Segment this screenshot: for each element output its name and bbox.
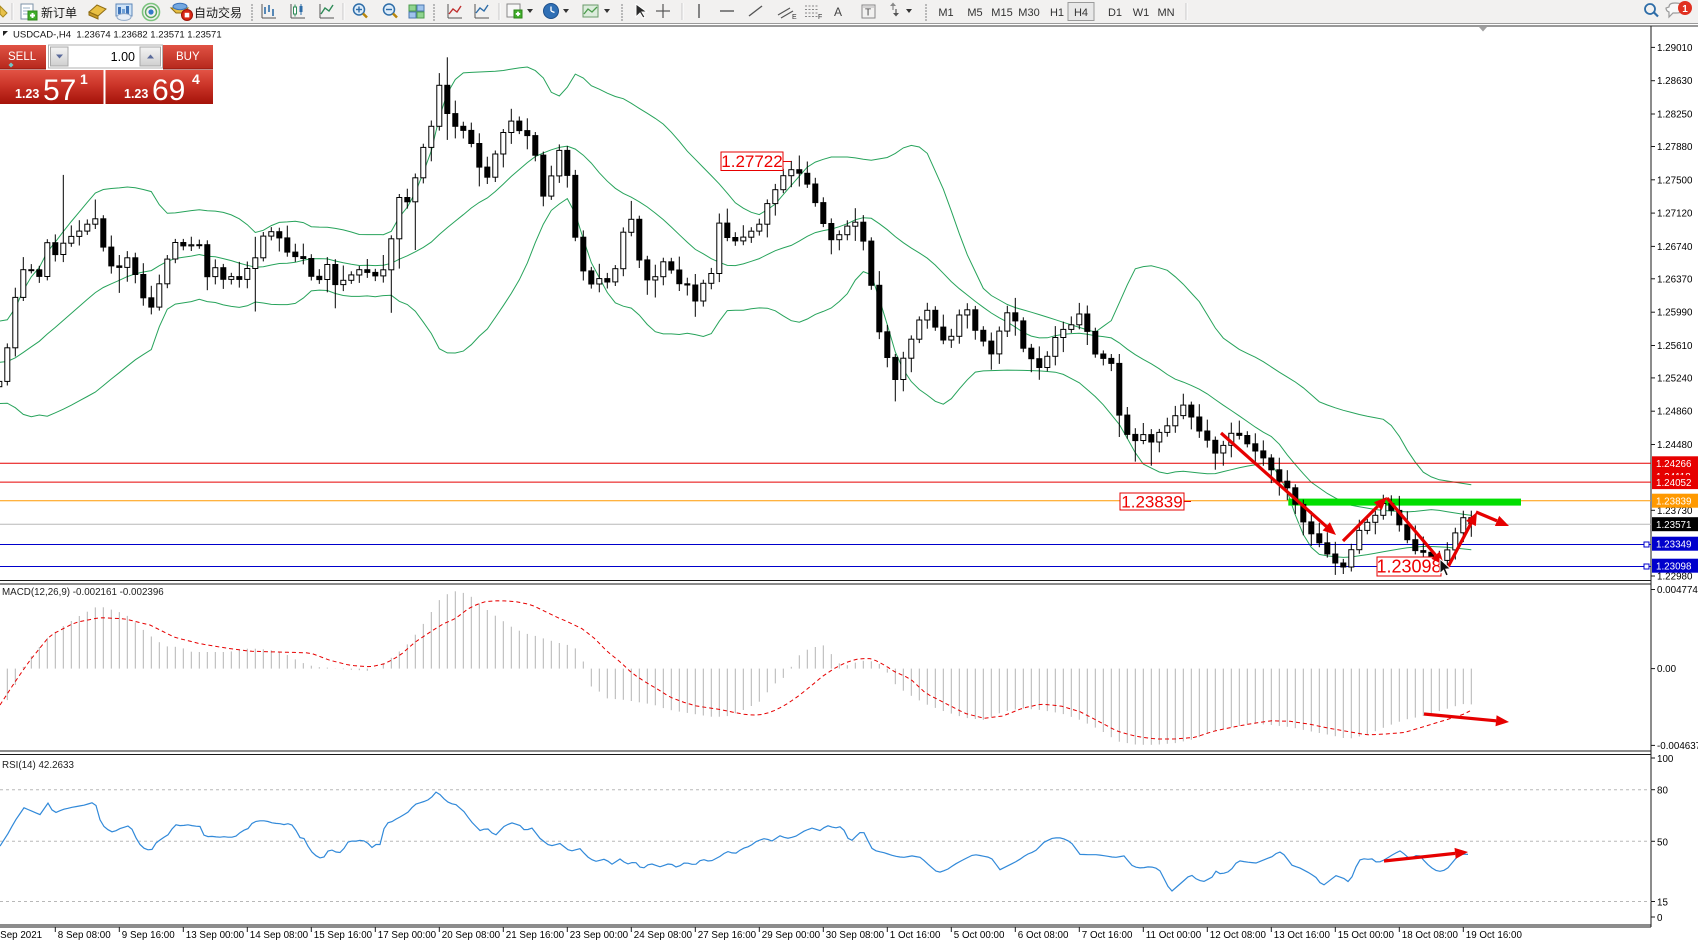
svg-text:1.24860: 1.24860 bbox=[1657, 407, 1693, 418]
svg-text:1.23098: 1.23098 bbox=[1656, 562, 1692, 573]
svg-text:MN: MN bbox=[1157, 7, 1174, 19]
svg-text:14 Sep 08:00: 14 Sep 08:00 bbox=[250, 930, 309, 941]
svg-text:1: 1 bbox=[80, 71, 88, 87]
svg-text:6 Oct 08:00: 6 Oct 08:00 bbox=[1018, 930, 1069, 941]
svg-text:D1: D1 bbox=[1108, 7, 1122, 19]
svg-text:7 Sep 2021: 7 Sep 2021 bbox=[0, 930, 42, 941]
svg-text:1.26740: 1.26740 bbox=[1657, 242, 1693, 253]
svg-text:0.00: 0.00 bbox=[1657, 664, 1677, 675]
svg-text:1.24480: 1.24480 bbox=[1657, 440, 1693, 451]
svg-text:69: 69 bbox=[152, 74, 185, 107]
svg-text:100: 100 bbox=[1657, 754, 1674, 765]
svg-text:1.25240: 1.25240 bbox=[1657, 373, 1693, 384]
svg-text:17 Sep 00:00: 17 Sep 00:00 bbox=[378, 930, 437, 941]
svg-text:12 Oct 08:00: 12 Oct 08:00 bbox=[1210, 930, 1267, 941]
svg-text:13 Oct 16:00: 13 Oct 16:00 bbox=[1274, 930, 1331, 941]
svg-text:27 Sep 16:00: 27 Sep 16:00 bbox=[698, 930, 757, 941]
svg-text:A: A bbox=[834, 5, 842, 19]
svg-text:1.27500: 1.27500 bbox=[1657, 175, 1693, 186]
svg-text:57: 57 bbox=[43, 74, 76, 107]
svg-text:H1: H1 bbox=[1050, 7, 1064, 19]
svg-text:1.26370: 1.26370 bbox=[1657, 274, 1693, 285]
svg-text:W1: W1 bbox=[1133, 7, 1150, 19]
svg-text:1.00: 1.00 bbox=[111, 50, 135, 64]
svg-text:1.27880: 1.27880 bbox=[1657, 142, 1693, 153]
svg-text:1 Oct 16:00: 1 Oct 16:00 bbox=[890, 930, 941, 941]
svg-text:F: F bbox=[818, 14, 822, 21]
svg-text:新订单: 新订单 bbox=[41, 5, 77, 20]
svg-text:1.28250: 1.28250 bbox=[1657, 110, 1693, 121]
svg-text:1.24266: 1.24266 bbox=[1656, 459, 1692, 470]
svg-text:M5: M5 bbox=[967, 7, 982, 19]
svg-text:13 Sep 00:00: 13 Sep 00:00 bbox=[186, 930, 245, 941]
svg-text:1.23839: 1.23839 bbox=[1121, 492, 1182, 511]
svg-text:1.27722: 1.27722 bbox=[721, 152, 782, 171]
svg-text:1.23839: 1.23839 bbox=[1656, 497, 1691, 508]
svg-text:1.24052: 1.24052 bbox=[1656, 478, 1691, 489]
svg-text:1.23730: 1.23730 bbox=[1657, 506, 1693, 517]
svg-text:RSI(14) 42.2633: RSI(14) 42.2633 bbox=[2, 760, 74, 771]
svg-text:1.25610: 1.25610 bbox=[1657, 341, 1693, 352]
svg-text:0.004774: 0.004774 bbox=[1657, 585, 1698, 596]
svg-text:SELL: SELL bbox=[8, 51, 37, 63]
svg-text:20 Sep 08:00: 20 Sep 08:00 bbox=[442, 930, 501, 941]
svg-text:30 Sep 08:00: 30 Sep 08:00 bbox=[826, 930, 885, 941]
svg-text:BUY: BUY bbox=[176, 51, 200, 63]
svg-text:18 Oct 08:00: 18 Oct 08:00 bbox=[1402, 930, 1459, 941]
svg-text:1.22980: 1.22980 bbox=[1657, 572, 1693, 583]
svg-text:1.27120: 1.27120 bbox=[1657, 209, 1693, 220]
svg-text:15: 15 bbox=[1657, 898, 1668, 909]
svg-text:80: 80 bbox=[1657, 786, 1668, 797]
svg-text:1.23349: 1.23349 bbox=[1656, 540, 1691, 551]
svg-text:H4: H4 bbox=[1074, 7, 1088, 19]
svg-text:9 Sep 16:00: 9 Sep 16:00 bbox=[122, 930, 175, 941]
svg-text:24 Sep 08:00: 24 Sep 08:00 bbox=[634, 930, 693, 941]
svg-text:15 Sep 16:00: 15 Sep 16:00 bbox=[314, 930, 373, 941]
svg-text:M30: M30 bbox=[1018, 7, 1039, 19]
svg-text:29 Sep 00:00: 29 Sep 00:00 bbox=[762, 930, 821, 941]
svg-text:1.23: 1.23 bbox=[15, 87, 39, 101]
svg-text:0: 0 bbox=[1657, 913, 1663, 924]
svg-text:7 Oct 16:00: 7 Oct 16:00 bbox=[1082, 930, 1133, 941]
svg-text:11 Oct 00:00: 11 Oct 00:00 bbox=[1146, 930, 1202, 941]
svg-text:8 Sep 08:00: 8 Sep 08:00 bbox=[58, 930, 111, 941]
svg-text:1: 1 bbox=[1682, 4, 1688, 15]
svg-text:1.29010: 1.29010 bbox=[1657, 43, 1693, 54]
svg-text:1.23098: 1.23098 bbox=[1376, 557, 1441, 577]
svg-text:MACD(12,26,9) -0.002161 -0.002: MACD(12,26,9) -0.002161 -0.002396 bbox=[2, 587, 164, 598]
svg-text:1.25990: 1.25990 bbox=[1657, 308, 1693, 319]
svg-text:23 Sep 00:00: 23 Sep 00:00 bbox=[570, 930, 629, 941]
svg-text:-0.004637: -0.004637 bbox=[1657, 741, 1698, 752]
svg-text:1.23: 1.23 bbox=[124, 87, 148, 101]
svg-text:T: T bbox=[865, 8, 871, 19]
svg-text:50: 50 bbox=[1657, 837, 1668, 848]
svg-text:自动交易: 自动交易 bbox=[194, 5, 242, 20]
svg-text:USDCAD-,H4 1.23674 1.23682 1.: USDCAD-,H4 1.23674 1.23682 1.23571 1.235… bbox=[13, 30, 222, 41]
svg-text:5 Oct 00:00: 5 Oct 00:00 bbox=[954, 930, 1005, 941]
svg-text:21 Sep 16:00: 21 Sep 16:00 bbox=[506, 930, 565, 941]
svg-text:19 Oct 16:00: 19 Oct 16:00 bbox=[1466, 930, 1523, 941]
svg-text:M1: M1 bbox=[938, 7, 953, 19]
svg-text:1.23571: 1.23571 bbox=[1656, 520, 1691, 531]
svg-text:M15: M15 bbox=[991, 7, 1012, 19]
svg-text:1.28630: 1.28630 bbox=[1657, 76, 1693, 87]
svg-text:4: 4 bbox=[192, 71, 200, 87]
svg-text:15 Oct 00:00: 15 Oct 00:00 bbox=[1338, 930, 1395, 941]
svg-text:E: E bbox=[792, 14, 797, 21]
